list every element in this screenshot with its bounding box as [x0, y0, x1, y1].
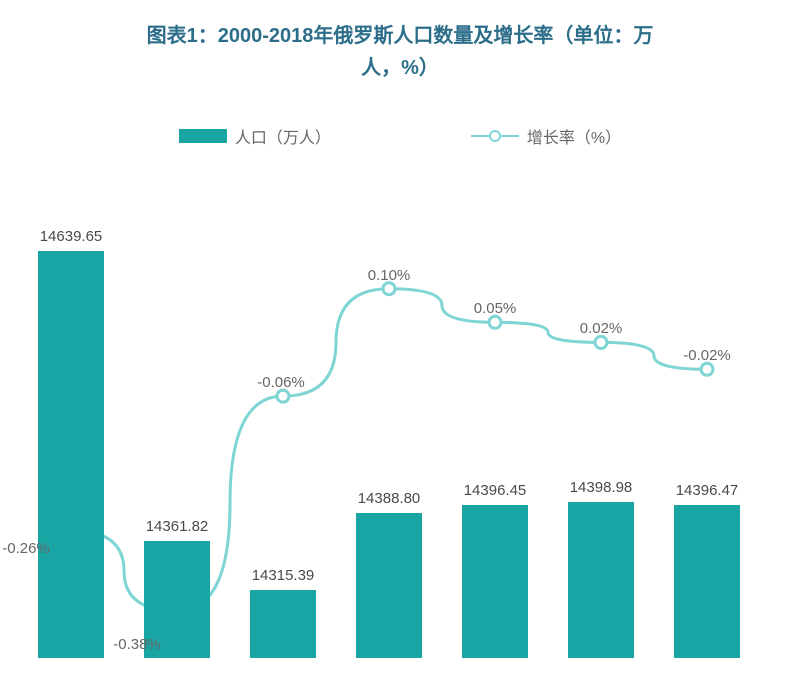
growth-value-label: -0.38% — [113, 636, 161, 653]
bar — [674, 505, 740, 658]
legend-bar-swatch — [179, 129, 227, 143]
bar — [250, 590, 316, 658]
bar-value-label: 14315.39 — [252, 567, 315, 584]
legend-bar-label: 人口（万人） — [235, 124, 331, 148]
bar — [356, 513, 422, 658]
title-line2: 人，%） — [361, 57, 439, 79]
bar-value-label: 14361.82 — [146, 518, 209, 535]
bar-value-label: 14388.80 — [358, 490, 421, 507]
legend-item-line: 增长率（%） — [471, 124, 621, 148]
growth-value-label: 0.05% — [474, 300, 517, 317]
bar-value-label: 14396.47 — [676, 482, 739, 499]
legend: 人口（万人） 增长率（%） — [0, 124, 800, 148]
growth-value-label: -0.06% — [257, 374, 305, 391]
legend-item-bar: 人口（万人） — [179, 124, 331, 148]
bar — [462, 505, 528, 658]
growth-value-label: -0.26% — [2, 540, 50, 557]
title-line1: 图表1：2000-2018年俄罗斯人口数量及增长率（单位：万 — [147, 25, 654, 47]
bar-value-label: 14398.98 — [570, 479, 633, 496]
chart-title: 图表1：2000-2018年俄罗斯人口数量及增长率（单位：万 人，%） — [0, 0, 800, 94]
legend-line-swatch — [471, 135, 519, 137]
bar — [38, 251, 104, 658]
bar-value-label: 14396.45 — [464, 482, 527, 499]
growth-value-label: 0.10% — [368, 267, 411, 284]
chart-area: 14639.65-0.26%14361.82-0.38%14315.39-0.0… — [20, 188, 780, 658]
bar — [568, 502, 634, 658]
legend-line-label: 增长率（%） — [527, 124, 621, 148]
growth-value-label: -0.02% — [683, 347, 731, 364]
growth-value-label: 0.02% — [580, 320, 623, 337]
bar-value-label: 14639.65 — [40, 228, 103, 245]
